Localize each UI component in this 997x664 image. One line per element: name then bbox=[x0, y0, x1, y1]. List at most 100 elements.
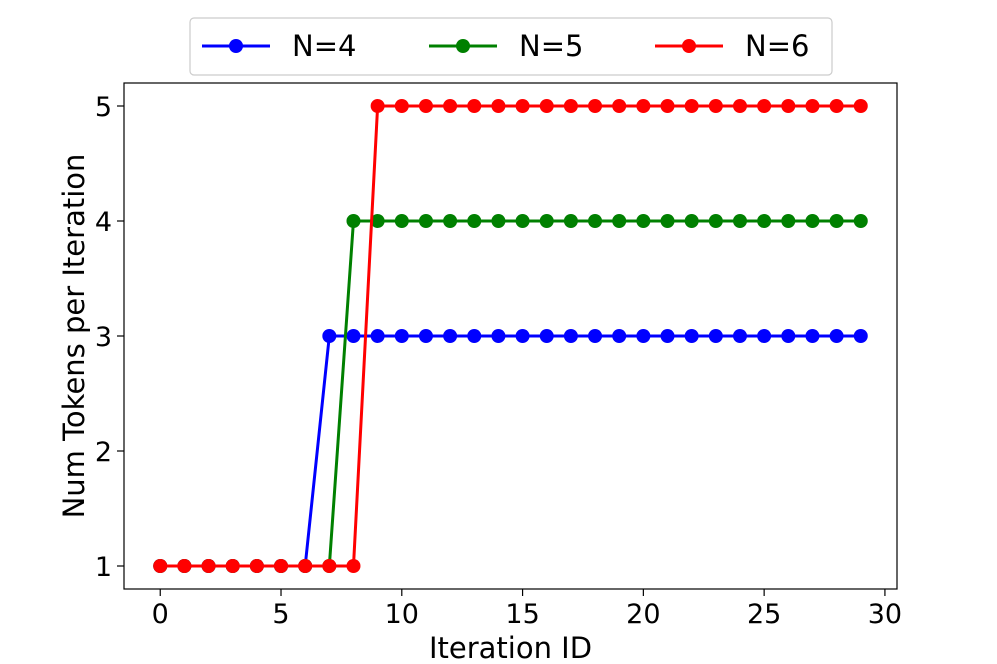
data-point bbox=[829, 329, 844, 343]
data-point bbox=[612, 99, 627, 113]
legend-label: N=4 bbox=[292, 29, 356, 63]
data-point bbox=[418, 329, 433, 343]
legend-entry: N=5 bbox=[429, 29, 583, 63]
data-point bbox=[443, 99, 458, 113]
data-point bbox=[781, 329, 796, 343]
data-point bbox=[153, 559, 168, 573]
x-axis-ticks: 0 5 10 15 20 25 30 bbox=[152, 589, 902, 630]
data-point bbox=[588, 99, 603, 113]
legend-entry: N=4 bbox=[202, 29, 356, 63]
plot-series bbox=[153, 99, 868, 573]
data-point bbox=[732, 214, 747, 228]
y-tick-label: 4 bbox=[95, 207, 112, 238]
x-tick-label: 0 bbox=[152, 599, 169, 630]
data-point bbox=[757, 329, 772, 343]
data-point bbox=[829, 99, 844, 113]
data-point bbox=[394, 214, 409, 228]
data-point bbox=[588, 329, 603, 343]
data-point bbox=[684, 329, 699, 343]
data-point bbox=[418, 214, 433, 228]
data-point bbox=[177, 559, 192, 573]
data-point bbox=[346, 559, 361, 573]
series-N=4 bbox=[153, 329, 868, 573]
data-point bbox=[370, 99, 385, 113]
data-point bbox=[322, 329, 337, 343]
legend-box bbox=[189, 17, 833, 76]
x-tick-label: 5 bbox=[272, 599, 289, 630]
data-point bbox=[394, 99, 409, 113]
data-point bbox=[346, 329, 361, 343]
data-point bbox=[298, 559, 313, 573]
x-tick-label: 10 bbox=[385, 599, 419, 630]
data-point bbox=[539, 214, 554, 228]
y-tick-label: 3 bbox=[95, 322, 112, 353]
data-point bbox=[757, 214, 772, 228]
data-point bbox=[636, 329, 651, 343]
data-point bbox=[443, 214, 458, 228]
data-point bbox=[732, 99, 747, 113]
data-point bbox=[563, 214, 578, 228]
data-point bbox=[346, 214, 361, 228]
data-point bbox=[660, 99, 675, 113]
data-point bbox=[249, 559, 264, 573]
data-point bbox=[829, 214, 844, 228]
legend-label: N=6 bbox=[745, 29, 809, 63]
data-point bbox=[274, 559, 289, 573]
y-tick-label: 1 bbox=[95, 552, 112, 583]
data-point bbox=[684, 99, 699, 113]
data-point bbox=[370, 329, 385, 343]
data-point bbox=[708, 99, 723, 113]
data-point bbox=[515, 329, 530, 343]
x-tick-label: 15 bbox=[505, 599, 539, 630]
legend-marker bbox=[229, 39, 243, 53]
data-point bbox=[805, 214, 820, 228]
series-N=5 bbox=[153, 214, 868, 573]
legend-marker bbox=[682, 39, 696, 53]
data-point bbox=[853, 214, 868, 228]
data-point bbox=[853, 329, 868, 343]
data-point bbox=[539, 329, 554, 343]
legend-entry: N=6 bbox=[655, 29, 809, 63]
data-point bbox=[636, 214, 651, 228]
y-tick-label: 5 bbox=[95, 92, 112, 123]
data-point bbox=[781, 214, 796, 228]
y-tick-label: 2 bbox=[95, 437, 112, 468]
data-point bbox=[515, 99, 530, 113]
data-point bbox=[660, 329, 675, 343]
data-point bbox=[201, 559, 216, 573]
data-point bbox=[491, 99, 506, 113]
data-point bbox=[467, 329, 482, 343]
x-tick-label: 30 bbox=[868, 599, 902, 630]
data-point bbox=[805, 99, 820, 113]
data-point bbox=[322, 559, 337, 573]
legend-label: N=5 bbox=[519, 29, 583, 63]
data-point bbox=[757, 99, 772, 113]
data-point bbox=[467, 99, 482, 113]
data-point bbox=[394, 329, 409, 343]
data-point bbox=[443, 329, 458, 343]
data-point bbox=[563, 99, 578, 113]
data-point bbox=[491, 214, 506, 228]
series-line bbox=[160, 219, 861, 568]
legend: N=4 N=5 N=6 bbox=[189, 17, 833, 76]
data-point bbox=[418, 99, 433, 113]
data-point bbox=[588, 214, 603, 228]
series-line bbox=[160, 334, 861, 568]
data-point bbox=[636, 99, 651, 113]
data-point bbox=[539, 99, 554, 113]
data-point bbox=[781, 99, 796, 113]
data-point bbox=[491, 329, 506, 343]
data-point bbox=[732, 329, 747, 343]
data-point bbox=[853, 99, 868, 113]
data-point bbox=[708, 329, 723, 343]
data-point bbox=[805, 329, 820, 343]
legend-marker bbox=[456, 39, 470, 53]
x-tick-label: 25 bbox=[747, 599, 781, 630]
data-point bbox=[612, 214, 627, 228]
x-axis-label: Iteration ID bbox=[429, 631, 592, 664]
data-point bbox=[467, 214, 482, 228]
x-tick-label: 20 bbox=[626, 599, 660, 630]
data-point bbox=[563, 329, 578, 343]
series-N=6 bbox=[153, 99, 868, 573]
